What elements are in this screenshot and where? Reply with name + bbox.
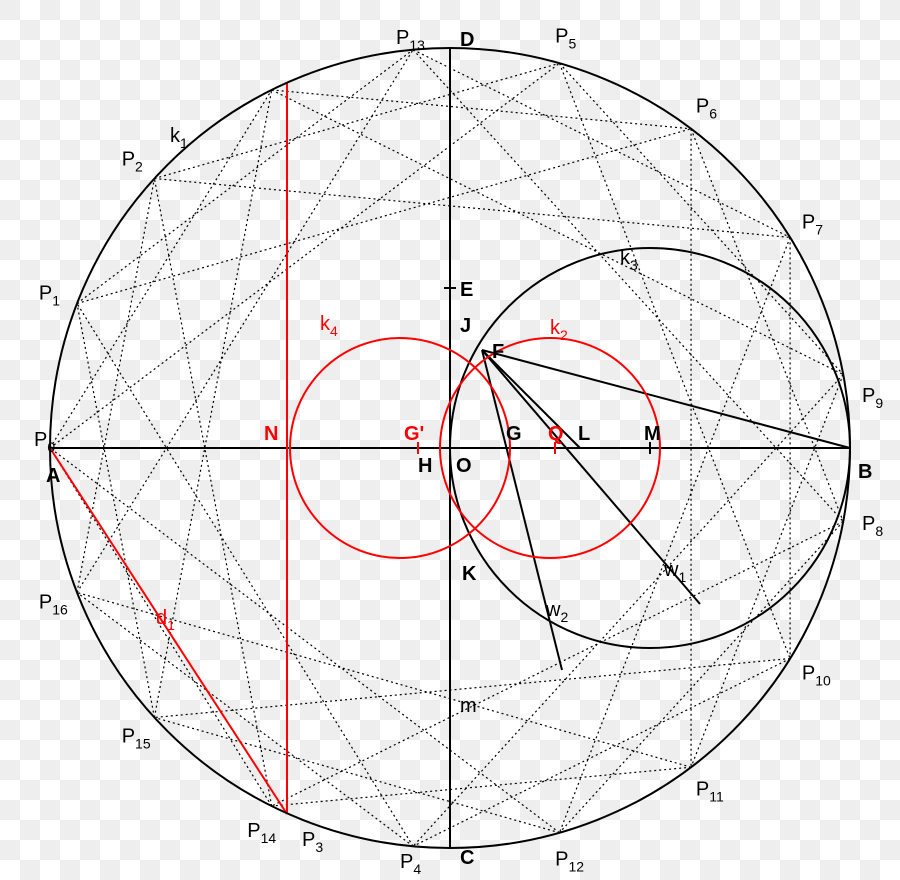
label-C: C: [460, 847, 474, 869]
label-O: O: [456, 455, 472, 477]
label-G: G: [506, 423, 522, 445]
label-F: F: [492, 341, 504, 363]
label-A: A: [46, 465, 60, 487]
label-G': G': [404, 423, 424, 445]
label-M: M: [644, 423, 661, 445]
label-K: K: [462, 563, 477, 585]
label-B: B: [858, 461, 872, 483]
label-E: E: [460, 279, 473, 301]
label-J: J: [460, 315, 471, 337]
label-Q: Q: [548, 423, 564, 445]
label-m: m: [460, 695, 477, 717]
label-N: N: [264, 423, 278, 445]
label-L: L: [578, 423, 590, 445]
label-D: D: [460, 29, 474, 51]
label-H: H: [418, 455, 432, 477]
